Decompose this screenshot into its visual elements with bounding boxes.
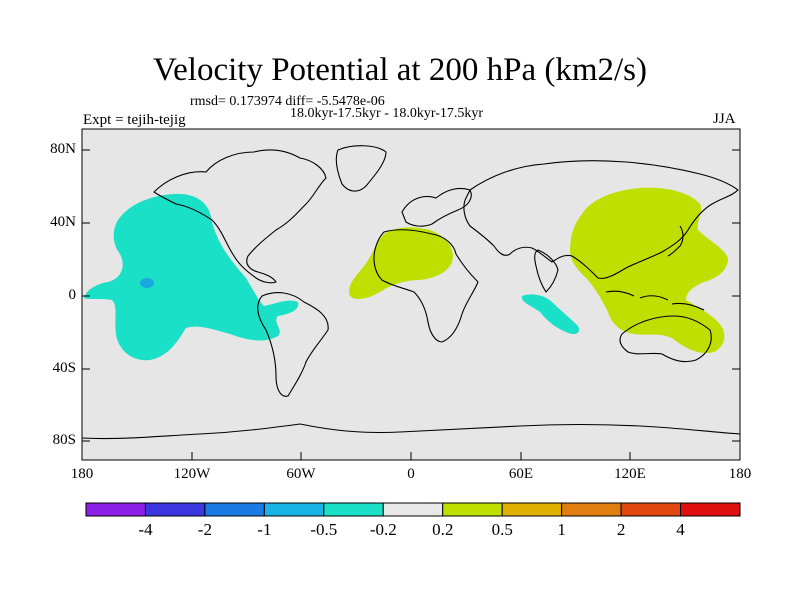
y-tick-label: 40S bbox=[52, 360, 76, 376]
y-tick-label: 0 bbox=[68, 287, 77, 303]
colorbar-label: 4 bbox=[676, 520, 685, 539]
colorbar-swatch bbox=[85, 502, 146, 517]
x-tick-label: 60E bbox=[508, 466, 534, 482]
indian-ocean-negative-region bbox=[521, 294, 580, 334]
colorbar-label: -0.5 bbox=[310, 520, 338, 539]
colorbar bbox=[85, 502, 741, 517]
africa-coast bbox=[373, 229, 479, 343]
colorbar-swatch bbox=[620, 502, 682, 517]
axis-ticks bbox=[81, 149, 741, 460]
europe-coast bbox=[401, 187, 472, 227]
colorbar-swatch bbox=[263, 502, 325, 517]
negative-anomaly-regions bbox=[84, 193, 580, 361]
colorbar-label: -4 bbox=[138, 520, 153, 539]
rmsd-diff-stats: rmsd= 0.173974 diff= -5.5478e-06 bbox=[190, 94, 385, 109]
asia-coast bbox=[463, 160, 739, 279]
colorbar-label: 0.5 bbox=[491, 520, 513, 539]
x-tick-label: 120E bbox=[614, 466, 646, 482]
africa-positive-region bbox=[349, 227, 453, 299]
north-america-coast bbox=[153, 149, 327, 284]
colorbar-label: 2 bbox=[616, 520, 626, 539]
colorbar-swatch bbox=[144, 502, 206, 517]
maritime-continent-coast bbox=[605, 290, 705, 311]
y-tick-label: 80S bbox=[52, 432, 76, 448]
map-title: Velocity Potential at 200 hPa (km2/s) bbox=[152, 52, 648, 88]
australia-coast bbox=[619, 315, 712, 363]
colorbar-swatch bbox=[501, 502, 563, 517]
x-tick-label: 180 bbox=[70, 466, 94, 482]
colorbar-label: 0.2 bbox=[432, 520, 454, 539]
colorbar-swatch bbox=[204, 502, 265, 517]
colorbar-label: -1 bbox=[257, 520, 272, 539]
colorbar-swatch bbox=[561, 502, 622, 517]
south-america-coast bbox=[257, 292, 329, 397]
x-tick-label: 180 bbox=[728, 466, 752, 482]
pacific-minimum-cell bbox=[140, 278, 154, 288]
coastlines bbox=[81, 145, 741, 440]
colorbar-label: -2 bbox=[197, 520, 212, 539]
colorbar-label: -0.2 bbox=[369, 520, 397, 539]
x-tick-label: 120W bbox=[173, 466, 211, 482]
pacific-negative-region bbox=[84, 193, 299, 361]
season-label: JJA bbox=[713, 111, 736, 127]
india-coast bbox=[534, 249, 559, 293]
colorbar-label: 1 bbox=[557, 520, 566, 539]
experiment-label: Expt = tejih-tejig bbox=[83, 112, 186, 128]
colorbar-swatch bbox=[323, 502, 384, 517]
y-tick-label: 40N bbox=[50, 214, 76, 230]
y-tick-label: 80N bbox=[50, 141, 76, 157]
colorbar-swatch bbox=[442, 502, 503, 517]
colorbar-swatch bbox=[382, 502, 444, 517]
antarctica-coast bbox=[81, 423, 741, 440]
period-label: 18.0kyr-17.5kyr - 18.0kyr-17.5kyr bbox=[290, 106, 484, 121]
greenland-coast bbox=[335, 145, 387, 192]
japan-coast bbox=[667, 225, 684, 257]
x-tick-label: 0 bbox=[407, 466, 415, 482]
colorbar-swatch bbox=[680, 502, 741, 517]
x-tick-label: 60W bbox=[286, 466, 316, 482]
